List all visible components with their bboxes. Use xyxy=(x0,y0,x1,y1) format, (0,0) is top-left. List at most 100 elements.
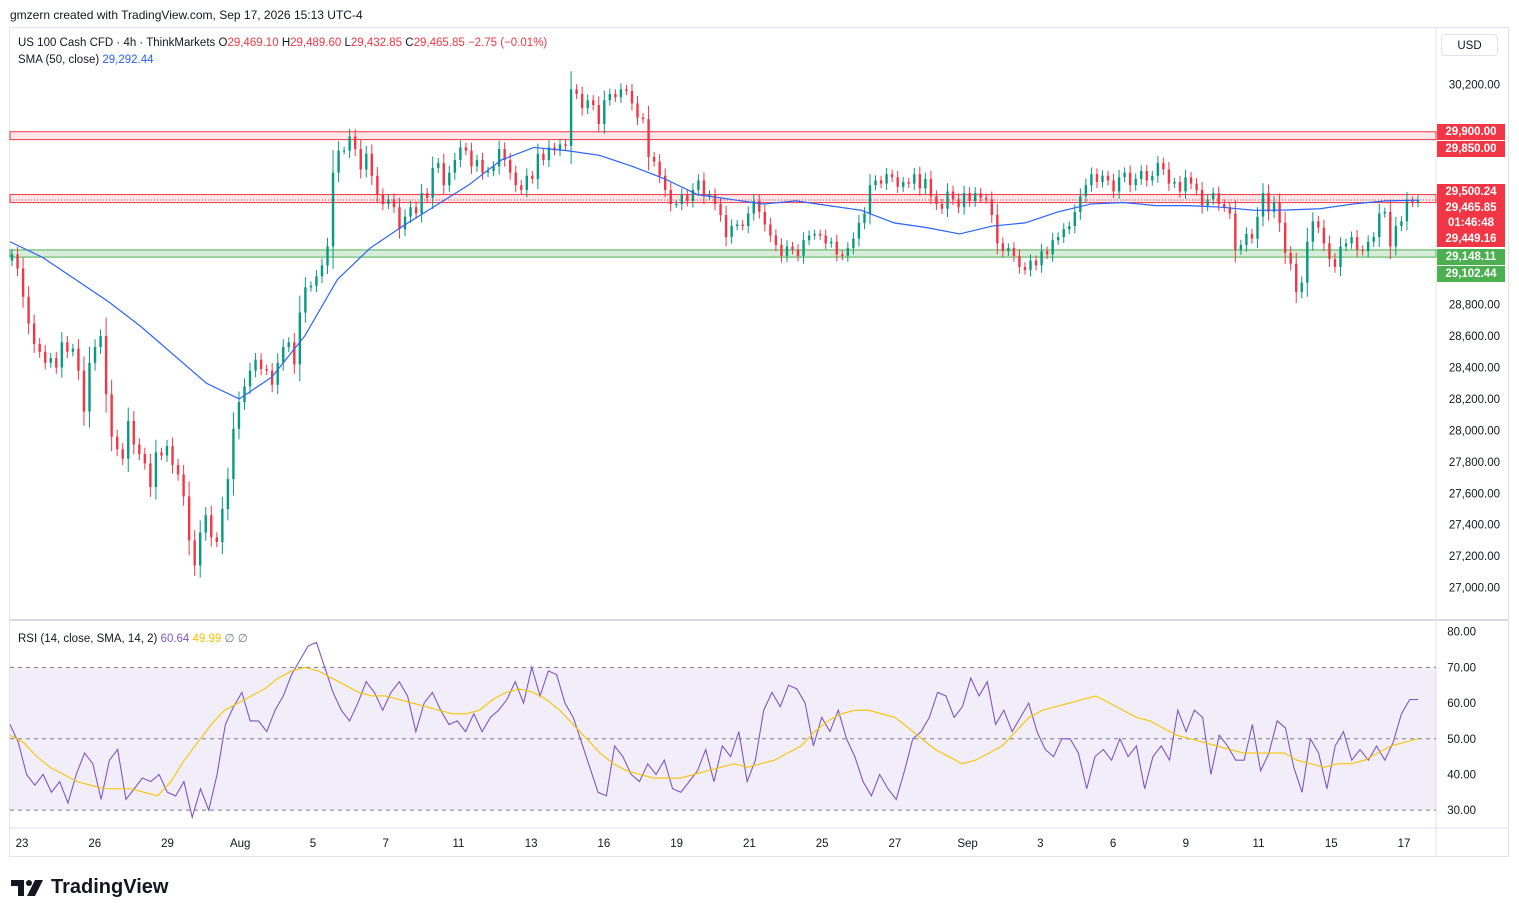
price-tag-last-price: 29,465.85 xyxy=(1437,200,1505,216)
candle-body xyxy=(1283,222,1287,253)
candle-body xyxy=(387,199,390,205)
candle-body xyxy=(985,197,988,200)
candle-body xyxy=(575,89,578,95)
candle-body xyxy=(337,150,340,173)
candle-body xyxy=(802,240,805,256)
candle-body xyxy=(863,213,866,223)
candle-body xyxy=(486,171,490,173)
candle-body xyxy=(1200,189,1204,206)
candle-body xyxy=(1317,221,1320,228)
time-tick-label: 3 xyxy=(1037,838,1043,850)
candle-body xyxy=(437,163,440,168)
candle-body xyxy=(1228,207,1231,214)
tradingview-logo[interactable]: TradingView xyxy=(11,876,168,899)
candle-body xyxy=(149,463,152,487)
candle-body xyxy=(143,453,147,464)
candle-body xyxy=(747,213,750,227)
candle-body xyxy=(77,348,80,371)
candle-body xyxy=(652,156,656,162)
candle-body xyxy=(1416,199,1420,203)
candle-body xyxy=(663,175,667,190)
candle-body xyxy=(353,136,357,150)
candle-body xyxy=(796,249,800,256)
candle-body xyxy=(1328,243,1331,260)
candle-body xyxy=(1189,177,1193,184)
candle-body xyxy=(453,160,457,173)
candle-body xyxy=(1012,248,1016,256)
candle-body xyxy=(1383,211,1386,214)
candle-body xyxy=(276,362,279,385)
candle-body xyxy=(204,515,207,533)
candle-body xyxy=(492,166,495,172)
time-tick-label: 29 xyxy=(161,838,174,850)
candle-body xyxy=(60,342,64,368)
candle-body xyxy=(547,147,551,161)
price-tag-support-bottom: 29,102.44 xyxy=(1437,266,1505,282)
candle-body xyxy=(935,196,938,205)
candle-body xyxy=(497,149,501,167)
candle-body xyxy=(841,254,844,256)
change-value: −2.75 (−0.01%) xyxy=(467,37,548,49)
candle-body xyxy=(16,254,19,269)
candle-body xyxy=(199,532,202,566)
candle-body xyxy=(359,149,362,170)
candle-body xyxy=(1211,193,1215,200)
candle-body xyxy=(1090,174,1093,186)
candle-body xyxy=(724,215,728,238)
candle-body xyxy=(370,153,374,176)
candle-body xyxy=(962,193,966,208)
candle-body xyxy=(348,136,351,151)
rsi-line xyxy=(9,641,1418,820)
candle-body xyxy=(1339,246,1342,267)
candle-body xyxy=(1355,237,1359,250)
rsi-label: RSI (14, close, SMA, 14, 2) xyxy=(18,633,158,645)
candle-body xyxy=(818,233,822,236)
rsi-extra: ∅ ∅ xyxy=(224,633,248,645)
candle-body xyxy=(719,204,722,216)
candle-body xyxy=(38,343,41,352)
candle-body xyxy=(470,150,473,167)
candle-body xyxy=(1040,251,1043,266)
candle-body xyxy=(686,194,689,201)
candle-body xyxy=(93,347,97,363)
candle-body xyxy=(1378,213,1381,238)
candle-body xyxy=(1295,263,1298,293)
candle-body xyxy=(1306,241,1309,283)
open-value: 29,469.10 xyxy=(227,37,279,49)
candle-body xyxy=(691,189,695,201)
candle-body xyxy=(741,224,744,227)
candle-body xyxy=(1250,233,1254,239)
candle-body xyxy=(758,200,761,212)
candle-body xyxy=(1184,177,1187,192)
candle-body xyxy=(1068,226,1071,230)
candle-body xyxy=(763,211,767,225)
candle-body xyxy=(1007,248,1010,252)
candle-body xyxy=(1051,240,1054,255)
candle-body xyxy=(331,172,335,247)
candle-body xyxy=(597,105,600,124)
candle-body xyxy=(1079,196,1082,212)
candle-body xyxy=(780,244,783,256)
currency-button[interactable]: USD xyxy=(1441,34,1498,56)
chart-legend: US 100 Cash CFD · 4h · ThinkMarkets O29,… xyxy=(18,35,547,69)
candle-body xyxy=(265,369,268,371)
candle-body xyxy=(1261,193,1265,217)
rsi-ma-line xyxy=(9,666,1419,797)
candle-body xyxy=(580,94,584,109)
low-value: 29,432.85 xyxy=(350,37,403,49)
candle-body xyxy=(1344,243,1348,247)
rsi-value: 60.64 xyxy=(160,633,190,645)
candle-body xyxy=(448,172,451,186)
candle-body xyxy=(1145,171,1148,181)
time-tick-label: 9 xyxy=(1183,838,1189,850)
price-tick-label: 28,600.00 xyxy=(1449,331,1500,343)
candle-body xyxy=(431,167,434,198)
time-tick-label: 19 xyxy=(670,838,683,850)
candle-body xyxy=(121,449,124,459)
close-value: 29,465.85 xyxy=(413,37,465,49)
candle-body xyxy=(1128,172,1132,186)
candle-body xyxy=(1112,180,1115,192)
candle-body xyxy=(232,428,235,480)
candle-body xyxy=(558,144,562,151)
